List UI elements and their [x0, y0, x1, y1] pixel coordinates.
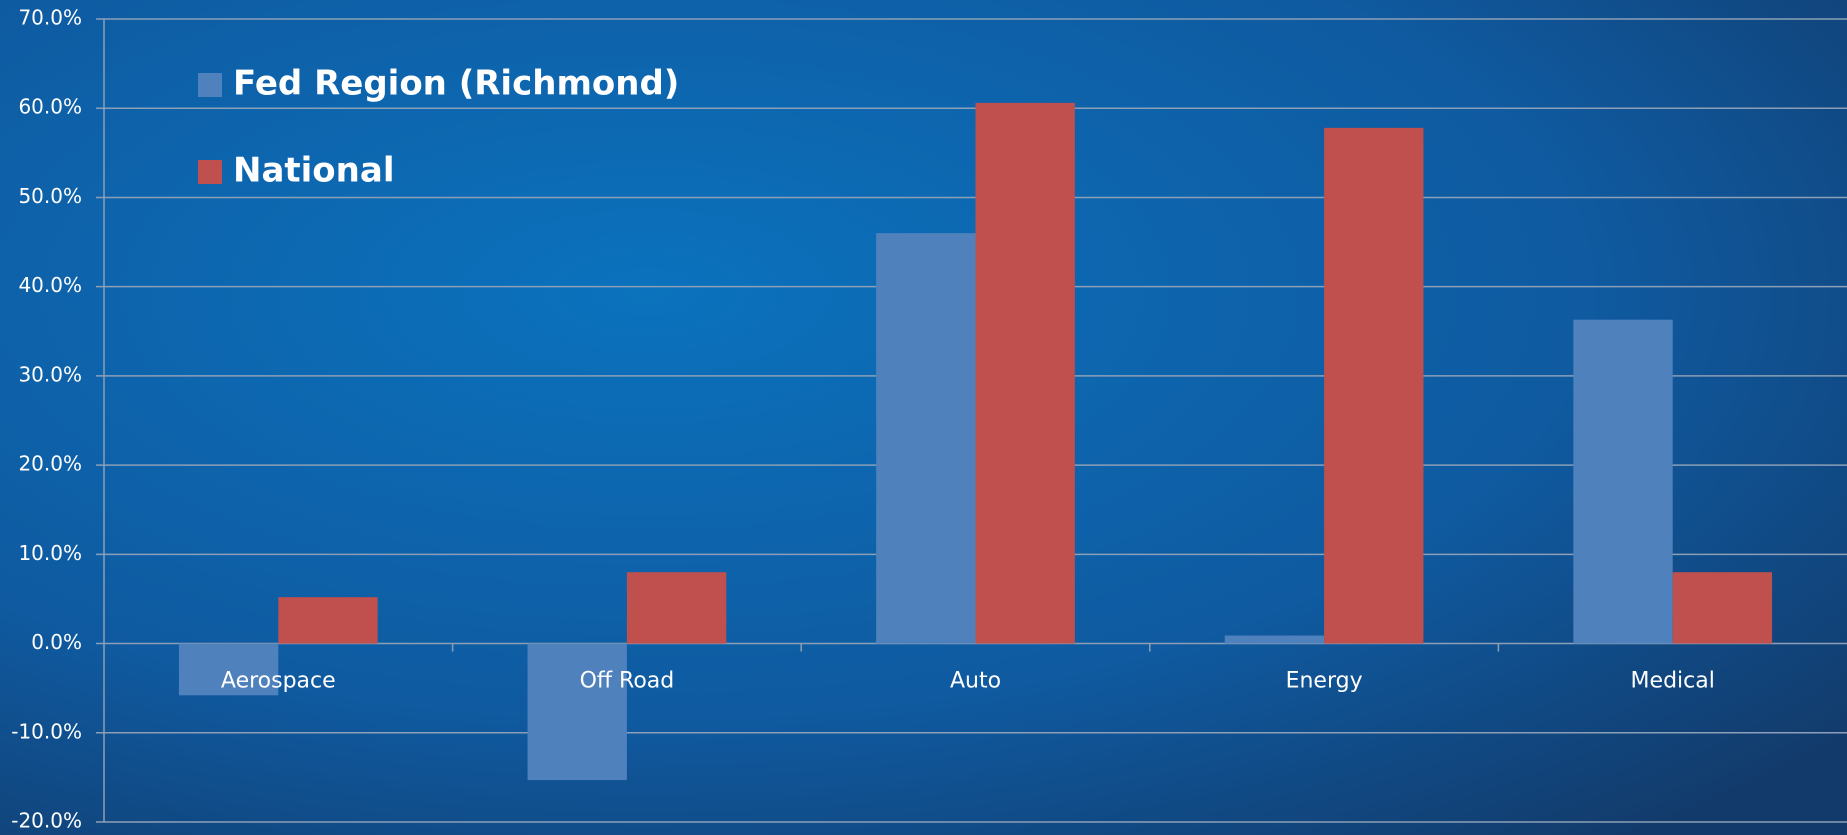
bar	[278, 597, 378, 644]
bar	[626, 572, 727, 644]
legend-label: National	[233, 151, 394, 191]
bar	[975, 102, 1075, 644]
y-tick-label: 50.0%	[18, 184, 82, 208]
y-tick-label: -20.0%	[11, 809, 82, 833]
x-tick-label: Auto	[950, 669, 1001, 694]
x-tick-label: Energy	[1286, 669, 1363, 694]
bar	[178, 643, 279, 696]
y-tick-label: 70.0%	[18, 6, 82, 30]
x-tick-label: Aerospace	[221, 669, 336, 694]
legend-swatch	[198, 160, 222, 184]
x-tick-label: Medical	[1631, 669, 1715, 694]
y-tick-label: 10.0%	[18, 541, 82, 565]
bar	[876, 233, 976, 644]
y-tick-label: 30.0%	[18, 362, 82, 386]
y-tick-label: -10.0%	[11, 719, 82, 743]
y-tick-label: 40.0%	[18, 273, 82, 297]
x-tick-label: Off Road	[580, 669, 675, 694]
bar	[527, 643, 627, 781]
bar	[1224, 635, 1325, 644]
y-tick-label: 0.0%	[31, 630, 82, 654]
y-tick-label: 60.0%	[18, 95, 82, 119]
legend-label: Fed Region (Richmond)	[233, 64, 679, 104]
legend-swatch	[198, 73, 222, 97]
y-tick-label: 20.0%	[18, 452, 82, 476]
bar	[1672, 572, 1773, 644]
bar	[1573, 319, 1673, 644]
bar	[1324, 127, 1424, 644]
